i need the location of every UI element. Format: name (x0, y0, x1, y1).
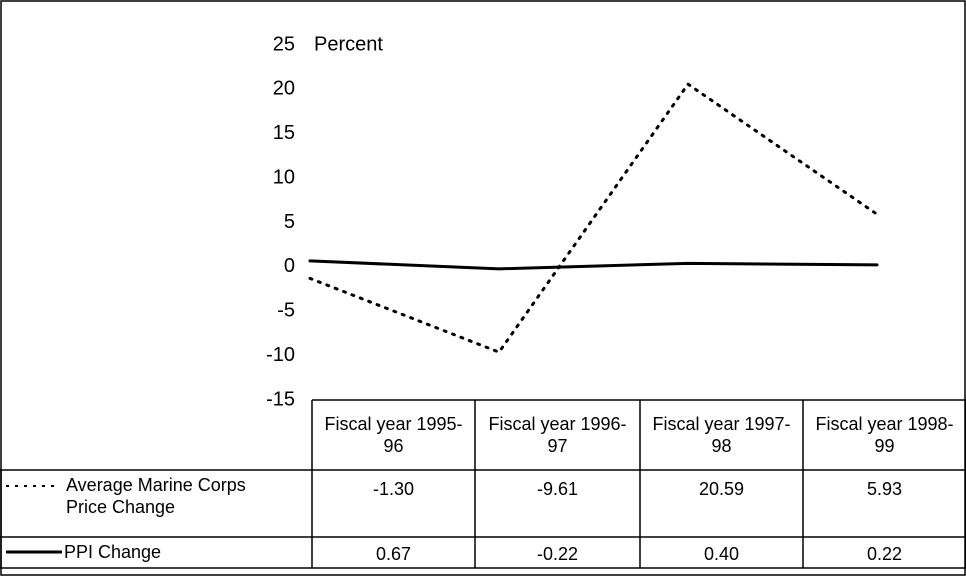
value-label: -1.30 (372, 479, 415, 499)
category-label-box: Fiscal year 1997-98 (652, 414, 791, 456)
y-tick-label: -15 (266, 388, 295, 410)
value-label-box: -0.22 (536, 543, 579, 564)
value-label: -0.22 (536, 543, 579, 564)
category-label-box: Fiscal year 1996-97 (488, 414, 627, 456)
value-label-box: 0.22 (866, 543, 903, 564)
y-tick-label: 0 (284, 255, 295, 277)
value-label: 0.67 (375, 543, 412, 564)
value-label-box: -1.30 (372, 479, 415, 499)
y-tick-label: 25 (273, 33, 295, 55)
category-label-box: Fiscal year 1995-96 (324, 414, 463, 456)
series-line (308, 82, 879, 354)
category-label: Fiscal year 1998-99 (815, 414, 954, 456)
y-tick-label: 5 (284, 211, 295, 233)
value-label-box: 5.93 (866, 479, 903, 499)
y-axis-label: Percent (314, 33, 383, 55)
y-tick-label: 15 (273, 122, 295, 144)
value-label: 20.59 (698, 479, 745, 499)
value-label: 5.93 (866, 479, 903, 499)
value-label-box: 20.59 (698, 479, 745, 499)
value-label-box: 0.67 (375, 543, 412, 564)
value-label: 0.40 (703, 543, 740, 564)
y-tick-label: 20 (273, 78, 295, 100)
legend-label: Average Marine Corps Price Change (66, 475, 246, 517)
legend-label: PPI Change (64, 542, 162, 562)
category-label: Fiscal year 1997-98 (652, 414, 791, 456)
legend-label-box: PPI Change (64, 542, 162, 562)
value-label: -9.61 (536, 479, 579, 499)
category-label-box: Fiscal year 1998-99 (815, 414, 954, 456)
legend-label-box: Average Marine Corps Price Change (66, 475, 246, 517)
value-label: 0.22 (866, 543, 903, 564)
y-tick-label: 10 (273, 166, 295, 188)
value-label-box: -9.61 (536, 479, 579, 499)
y-tick-label: -10 (266, 344, 295, 366)
y-tick-label: -5 (277, 300, 295, 322)
category-label: Fiscal year 1996-97 (488, 414, 627, 456)
series-line (308, 259, 879, 271)
value-label-box: 0.40 (703, 543, 740, 564)
category-label: Fiscal year 1995-96 (324, 414, 463, 456)
